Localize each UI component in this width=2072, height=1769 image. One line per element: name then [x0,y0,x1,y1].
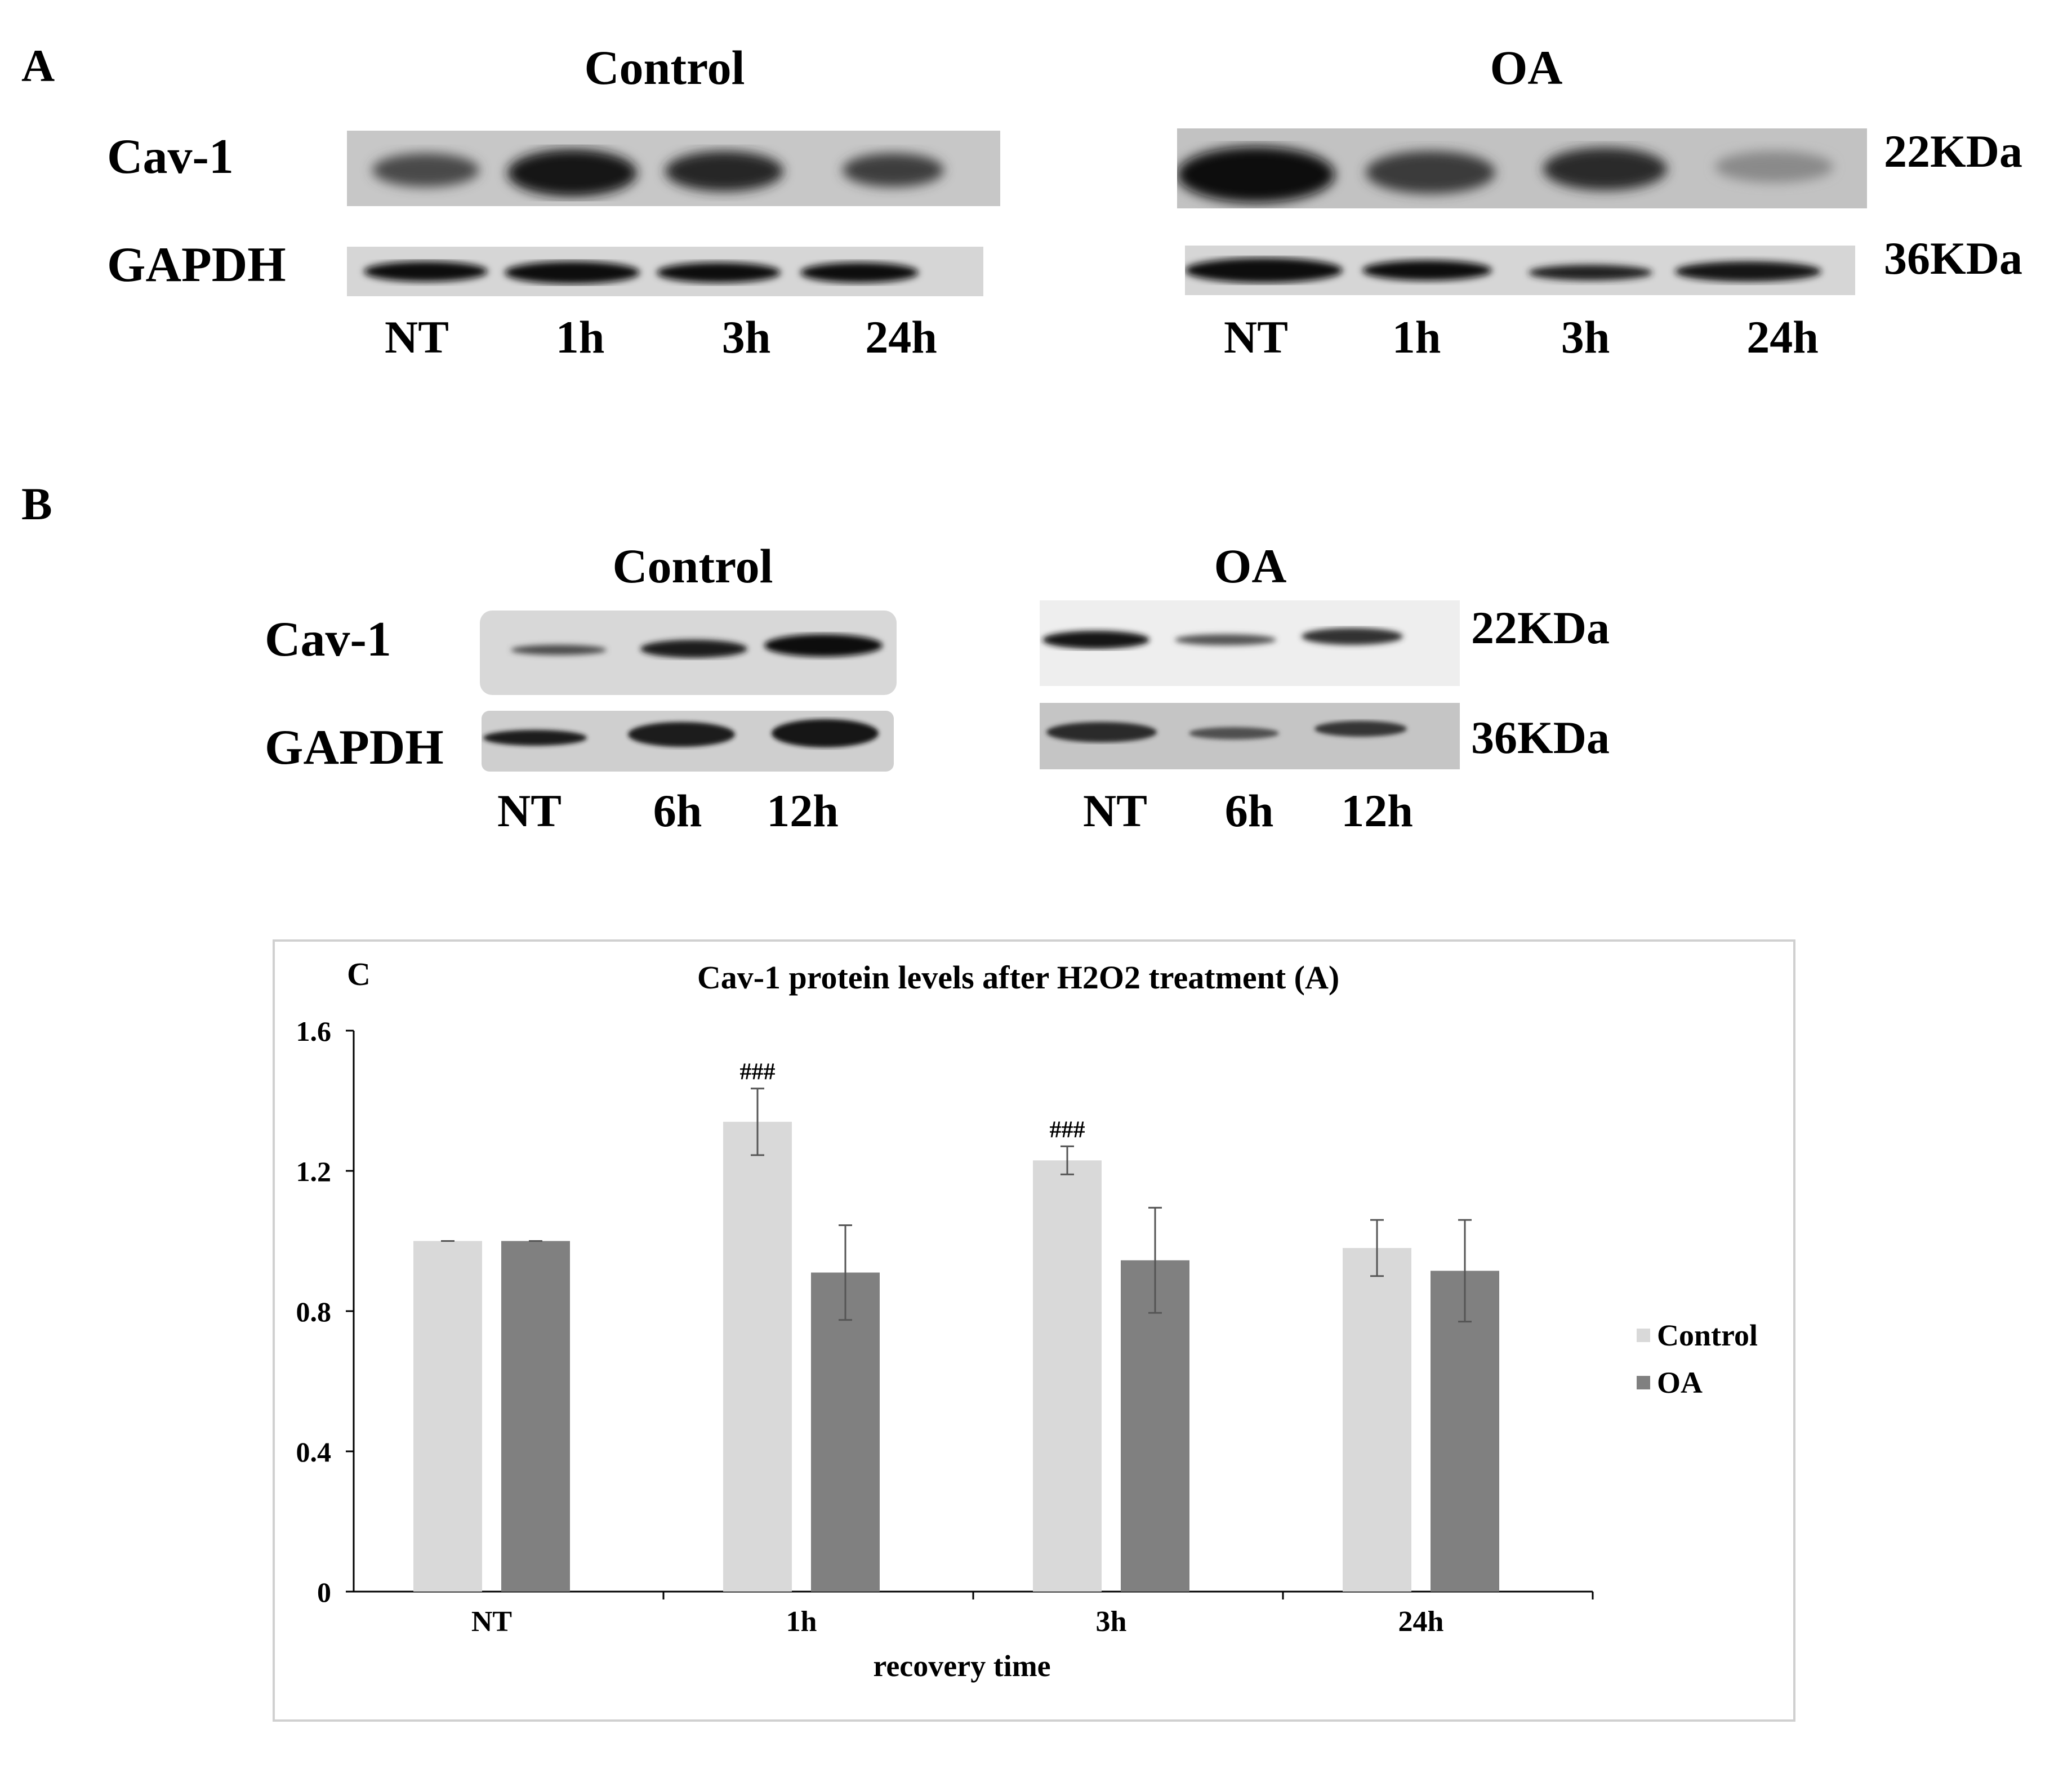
panel-a-kda-22: 22KDa [1884,126,2022,177]
panel-b-control-lane: NT [497,785,562,836]
panel-b-control-lane: 12h [767,785,839,836]
panel-b-oa-cav1-blot [1040,600,1460,686]
legend-item-oa: OA [1637,1365,1758,1400]
significance-annotation: ### [740,1059,776,1085]
legend-item-control: Control [1637,1318,1758,1353]
legend-label-control: Control [1657,1318,1758,1352]
panel-a-oa-title: OA [1490,41,1563,95]
panel-b-control-lane: 6h [653,785,702,836]
panel-b-oa-lane: 12h [1341,785,1413,836]
x-axis-title: recovery time [873,1649,1050,1683]
bar-oa-24h [1431,1271,1499,1592]
bar-control-nt [413,1241,482,1592]
panel-b-oa-lane: 6h [1224,785,1274,836]
x-tick-label: 1h [786,1606,817,1638]
bar-chart: 0 0.4 0.8 1.2 1.6 NT 1h ### 3h ### 24h recovery tim… [296,1015,1594,1683]
panel-c-letter: C [347,956,371,992]
panel-a-control-lane: 1h [555,311,605,363]
panel-a-oa-gapdh-blot [1185,246,1855,295]
panel-a-control-lane: 3h [721,311,771,363]
panel-b-kda-22: 22KDa [1471,602,1610,653]
significance-annotation: ### [1050,1117,1085,1143]
panel-a-letter: A [21,40,55,91]
panel-a-oa-lane: NT [1224,311,1288,363]
y-tick-label: 0.8 [296,1296,332,1327]
y-tick-label: 0 [317,1576,331,1608]
panel-b-control-title: Control [612,539,773,593]
bar-oa-3h [1121,1260,1189,1592]
legend-label-oa: OA [1657,1366,1703,1400]
panel-b-control-gapdh-blot [482,711,894,772]
panel-b-oa-lane: NT [1083,785,1147,836]
legend-swatch-control [1637,1329,1650,1342]
x-tick-label: 3h [1096,1606,1127,1638]
panel-a-control-gapdh-blot [347,247,983,296]
panel-b-control-cav1-blot [480,611,897,695]
chart-title: Cav-1 protein levels after H2O2 treatmen… [697,959,1340,996]
bar-control-3h [1033,1160,1102,1592]
panel-a-oa-cav1-blot [1177,128,1867,208]
panel-a-kda-36: 36KDa [1884,233,2022,284]
bar-control-24h [1343,1247,1411,1592]
y-tick-label: 0.4 [296,1436,332,1468]
panel-a-oa-lane: 24h [1746,311,1819,363]
chart-frame: C Cav-1 protein levels after H2O2 treatm… [273,939,1795,1722]
panel-a-control-cav1-blot [347,131,1000,206]
legend: Control OA [1637,1318,1758,1400]
y-tick-label: 1.6 [296,1015,332,1047]
panel-a-control-lane: NT [385,311,449,363]
panel-b-oa-gapdh-blot [1040,703,1460,769]
panel-a-gapdh-label: GAPDH [107,238,286,292]
bar-oa-1h [811,1272,880,1592]
panel-b-cav1-label: Cav-1 [265,612,391,667]
panel-b-oa-title: OA [1214,539,1287,593]
panel-a-cav1-label: Cav-1 [107,130,234,184]
panel-b-gapdh-label: GAPDH [265,720,444,775]
y-tick-label: 1.2 [296,1156,332,1187]
panel-a-oa-lane: 1h [1392,311,1441,363]
bar-control-1h [723,1121,792,1592]
panel-b-letter: B [21,478,52,529]
panel-a-oa-lane: 3h [1561,311,1610,363]
legend-swatch-oa [1637,1376,1650,1389]
x-tick-label: NT [471,1606,512,1638]
panel-b-kda-36: 36KDa [1471,712,1610,763]
panel-a-control-lane: 24h [865,311,937,363]
x-tick-label: 24h [1398,1606,1444,1638]
bar-oa-nt [501,1241,570,1592]
panel-a-control-title: Control [584,41,745,95]
